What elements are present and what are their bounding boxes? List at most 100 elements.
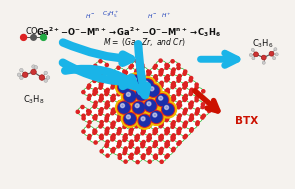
Circle shape bbox=[129, 92, 132, 96]
Circle shape bbox=[189, 91, 193, 94]
Circle shape bbox=[121, 104, 124, 108]
Circle shape bbox=[118, 143, 121, 146]
Circle shape bbox=[88, 94, 91, 97]
Circle shape bbox=[130, 75, 133, 78]
Circle shape bbox=[172, 68, 175, 71]
Ellipse shape bbox=[96, 74, 106, 83]
Circle shape bbox=[165, 155, 168, 159]
Circle shape bbox=[163, 104, 173, 115]
Circle shape bbox=[142, 75, 145, 78]
Circle shape bbox=[178, 130, 181, 133]
Ellipse shape bbox=[102, 146, 112, 156]
Text: CO$_2$: CO$_2$ bbox=[25, 26, 42, 38]
Circle shape bbox=[136, 81, 139, 85]
Circle shape bbox=[184, 84, 187, 87]
Circle shape bbox=[147, 86, 150, 89]
Circle shape bbox=[130, 104, 134, 107]
Ellipse shape bbox=[126, 67, 136, 77]
Circle shape bbox=[123, 152, 126, 155]
Circle shape bbox=[159, 73, 162, 76]
Circle shape bbox=[94, 101, 97, 104]
Circle shape bbox=[130, 140, 133, 143]
Circle shape bbox=[100, 94, 103, 97]
Ellipse shape bbox=[138, 107, 149, 116]
Circle shape bbox=[111, 150, 114, 153]
Circle shape bbox=[172, 81, 175, 85]
Circle shape bbox=[136, 121, 139, 124]
Circle shape bbox=[195, 86, 198, 89]
Ellipse shape bbox=[174, 94, 184, 102]
Circle shape bbox=[160, 81, 163, 84]
Circle shape bbox=[94, 104, 97, 107]
Ellipse shape bbox=[120, 87, 130, 96]
Text: C$_3$H$_6$: C$_3$H$_6$ bbox=[252, 37, 273, 50]
Circle shape bbox=[201, 105, 204, 109]
Circle shape bbox=[165, 129, 168, 132]
Circle shape bbox=[160, 108, 163, 111]
Circle shape bbox=[202, 114, 205, 117]
Circle shape bbox=[111, 136, 114, 139]
Circle shape bbox=[100, 121, 103, 124]
Circle shape bbox=[130, 91, 133, 94]
Circle shape bbox=[123, 122, 127, 126]
Ellipse shape bbox=[179, 113, 191, 123]
Circle shape bbox=[160, 147, 163, 150]
Circle shape bbox=[154, 101, 157, 104]
Circle shape bbox=[142, 128, 145, 131]
Circle shape bbox=[177, 106, 180, 109]
Circle shape bbox=[118, 128, 121, 131]
Circle shape bbox=[154, 117, 157, 120]
Circle shape bbox=[130, 153, 133, 156]
Ellipse shape bbox=[114, 94, 124, 102]
Circle shape bbox=[118, 91, 122, 94]
Circle shape bbox=[195, 96, 198, 99]
Circle shape bbox=[249, 53, 252, 57]
Circle shape bbox=[138, 114, 151, 127]
Circle shape bbox=[111, 125, 114, 129]
Circle shape bbox=[183, 86, 186, 89]
Circle shape bbox=[153, 129, 156, 132]
Circle shape bbox=[159, 122, 162, 126]
Circle shape bbox=[32, 65, 35, 68]
Circle shape bbox=[117, 129, 121, 132]
Circle shape bbox=[165, 132, 168, 135]
Ellipse shape bbox=[102, 94, 112, 102]
Circle shape bbox=[118, 88, 121, 91]
Circle shape bbox=[160, 83, 163, 86]
Circle shape bbox=[111, 122, 114, 126]
Circle shape bbox=[112, 71, 115, 74]
Text: $\mathbf{Ga^{2+}{-}O^{-}{-}M^{n+} \rightarrow Ga^{2+}{-}O^{-}{-}M^{n+} \rightarr: $\mathbf{Ga^{2+}{-}O^{-}{-}M^{n+} \right… bbox=[36, 25, 221, 39]
Circle shape bbox=[136, 136, 139, 140]
Circle shape bbox=[129, 103, 132, 106]
Ellipse shape bbox=[150, 68, 160, 76]
Circle shape bbox=[117, 90, 120, 93]
Circle shape bbox=[19, 76, 23, 80]
Circle shape bbox=[189, 106, 192, 109]
Circle shape bbox=[160, 71, 163, 74]
Circle shape bbox=[124, 149, 127, 152]
Circle shape bbox=[112, 83, 114, 86]
Ellipse shape bbox=[119, 127, 131, 135]
Circle shape bbox=[111, 149, 114, 152]
Circle shape bbox=[154, 88, 157, 91]
Circle shape bbox=[165, 77, 168, 80]
Circle shape bbox=[160, 136, 163, 140]
Circle shape bbox=[160, 110, 163, 113]
Circle shape bbox=[99, 83, 102, 86]
Circle shape bbox=[105, 106, 108, 109]
Circle shape bbox=[118, 117, 121, 120]
Circle shape bbox=[129, 77, 132, 80]
Circle shape bbox=[123, 136, 126, 139]
Circle shape bbox=[129, 105, 132, 108]
Circle shape bbox=[34, 66, 38, 69]
Ellipse shape bbox=[120, 153, 130, 162]
Circle shape bbox=[172, 134, 175, 137]
Circle shape bbox=[93, 116, 96, 119]
Circle shape bbox=[166, 115, 169, 118]
Circle shape bbox=[88, 121, 91, 124]
Ellipse shape bbox=[143, 74, 155, 83]
Ellipse shape bbox=[173, 107, 185, 115]
Ellipse shape bbox=[107, 74, 119, 83]
Circle shape bbox=[124, 134, 127, 137]
Circle shape bbox=[129, 145, 132, 148]
